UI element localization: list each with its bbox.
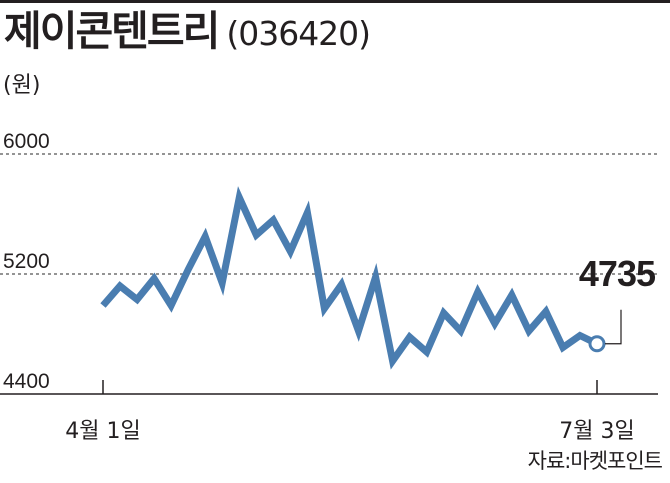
source-note: 자료:마켓포인트 xyxy=(527,449,663,473)
y-axis-unit: (원) xyxy=(3,73,41,98)
series-layer xyxy=(100,186,606,370)
company-name: 제이콘텐트리 xyxy=(4,7,220,55)
series-line xyxy=(100,186,599,370)
x-tick-label: 7월 3일 xyxy=(559,419,634,444)
y-tick-label-4400: 4400 xyxy=(3,370,50,393)
y-tick-label-5200: 5200 xyxy=(3,250,50,273)
last-value-leader xyxy=(605,309,622,345)
chart-title: 제이콘텐트리 (036420) xyxy=(4,11,371,53)
last-point-marker xyxy=(588,335,606,353)
x-tick-label: 4월 1일 xyxy=(65,419,140,444)
top-rule xyxy=(0,0,670,3)
grid-layer xyxy=(0,153,658,275)
label-layer: 6000 5200 4400 4월 1일 7월 3일 4735 xyxy=(3,130,657,444)
last-value-label: 4735 xyxy=(579,253,656,294)
axis-layer xyxy=(0,380,658,395)
stock-code: (036420) xyxy=(226,14,371,53)
y-tick-label-6000: 6000 xyxy=(3,130,50,153)
